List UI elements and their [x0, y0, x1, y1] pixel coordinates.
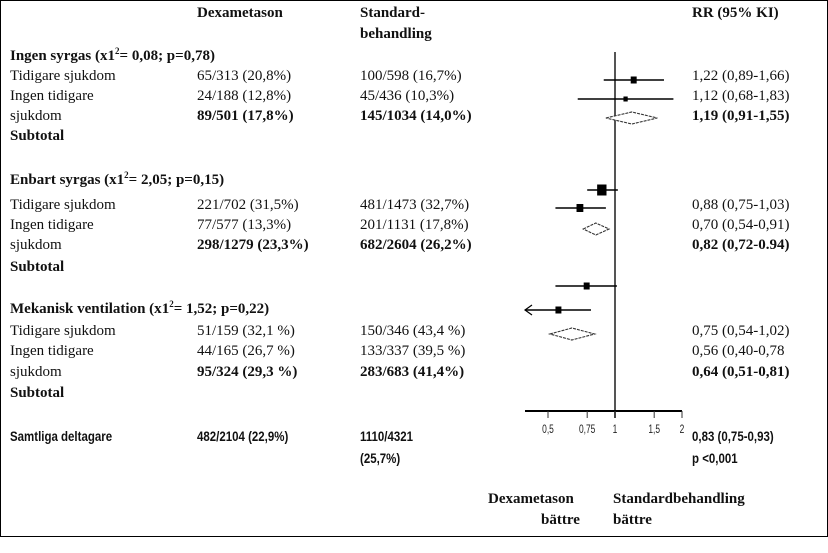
point-estimate-square: [597, 184, 607, 196]
forest-mark-enbart-syrgas-ingen-tidigare: [555, 204, 606, 212]
arrow-left-icon: [523, 304, 533, 316]
row-std: 100/598 (16,7%): [360, 68, 462, 84]
row-dex-subtotal: 298/1279 (23,3%): [197, 237, 309, 253]
row-rr: 0,56 (0,40-0,78: [692, 343, 785, 359]
row-dex: 51/159 (32,1 %): [197, 323, 295, 339]
forest-mark-mekanisk-ventilation-subtotal: [547, 327, 597, 341]
row-rr: 0,70 (0,54-0,91): [692, 217, 790, 233]
row-rr: 1,12 (0,68-1,83): [692, 88, 790, 104]
favours-standard-line2: bättre: [613, 512, 652, 528]
group-title-stats: = 1,52; p=0,22): [173, 301, 270, 317]
row-label: Ingen tidigare: [10, 217, 94, 233]
row-std: 133/337 (39,5 %): [360, 343, 466, 359]
row-label: sjukdom: [10, 237, 62, 253]
x-tick-label: 1,5: [648, 424, 660, 437]
forest-mark-ingen-syrgas-tidigare-sjukdom: [603, 76, 664, 84]
row-dex: 44/165 (26,7 %): [197, 343, 295, 359]
row-label: Tidigare sjukdom: [10, 197, 116, 213]
group-title-sub: 1: [161, 301, 170, 317]
group-title-sup: 2: [169, 299, 174, 309]
row-label: Ingen tidigare: [10, 88, 94, 104]
group-title-mekanisk-ventilation: Mekanisk ventilation (x12= 1,52; p=0,22): [10, 299, 269, 319]
row-std: 150/346 (43,4 %): [360, 323, 466, 339]
forest-mark-mekanisk-ventilation-ingen-tidigare: [523, 304, 591, 316]
header-standard-line2: behandling: [360, 26, 432, 42]
overall-std-line2: (25,7%): [360, 450, 401, 466]
forest-mark-enbart-syrgas-tidigare-sjukdom: [587, 184, 618, 196]
forest-mark-enbart-syrgas-subtotal: [581, 222, 611, 236]
row-rr: 0,75 (0,54-1,02): [692, 323, 790, 339]
group-title-stats: = 2,05; p=0,15): [128, 172, 225, 188]
row-rr-subtotal: 0,82 (0,72-0.94): [692, 237, 790, 253]
point-estimate-square: [623, 96, 628, 102]
overall-p-value: p <0,001: [692, 450, 738, 466]
point-estimate-square: [576, 204, 584, 212]
favours-dexametason-line1: Dexametason: [488, 491, 574, 507]
overall-std-line1: 1110/4321: [360, 428, 414, 444]
x-tick-label: 0,5: [542, 424, 554, 437]
favours-standard-line1: Standardbehandling: [613, 491, 745, 507]
row-label: Ingen tidigare: [10, 343, 94, 359]
group-title-text: Mekanisk ventilation (x: [10, 301, 162, 317]
row-dex: 221/702 (31,5%): [197, 197, 299, 213]
point-estimate-square: [555, 306, 562, 314]
row-std: 481/1473 (32,7%): [360, 197, 470, 213]
row-std-subtotal: 283/683 (41,4%): [360, 364, 465, 380]
pooled-estimate-diamond: [605, 111, 658, 125]
x-tick-label: 0,75: [579, 424, 596, 437]
group-title-enbart-syrgas: Enbart syrgas (x12= 2,05; p=0,15): [10, 170, 224, 190]
overall-dex: 482/2104 (22,9%): [197, 428, 289, 444]
row-rr-subtotal: 0,64 (0,51-0,81): [692, 364, 790, 380]
group-title-sub: 1: [116, 172, 125, 188]
row-dex: 77/577 (13,3%): [197, 217, 292, 233]
group-title-ingen-syrgas: Ingen syrgas (x12= 0,08; p=0,78): [10, 46, 215, 66]
x-tick-label: 2: [680, 424, 685, 437]
row-rr: 1,22 (0,89-1,66): [692, 68, 790, 84]
group-title-text: Enbart syrgas (x: [10, 172, 117, 188]
subtotal-label: Subtotal: [10, 128, 65, 144]
row-std-subtotal: 145/1034 (14,0%): [360, 108, 472, 124]
overall-rr: 0,83 (0,75-0,93): [692, 428, 774, 444]
row-dex-subtotal: 89/501 (17,8%): [197, 108, 294, 124]
subtotal-label: Subtotal: [10, 385, 65, 401]
group-title-sup: 2: [115, 46, 120, 56]
group-title-stats: = 0,08; p=0,78): [119, 48, 215, 64]
overall-label: Samtliga deltagare: [10, 428, 113, 444]
pooled-estimate-diamond: [547, 327, 597, 341]
row-rr-subtotal: 1,19 (0,91-1,55): [692, 108, 790, 124]
header-standard-line1: Standard-: [360, 5, 426, 21]
header-rr: RR (95% KI): [692, 5, 779, 21]
x-tick-label: 1: [613, 424, 618, 437]
point-estimate-square: [583, 282, 590, 290]
row-dex: 65/313 (20,8%): [197, 68, 292, 84]
subtotal-label: Subtotal: [10, 259, 65, 275]
favours-dexametason-line2: bättre: [541, 512, 580, 528]
row-std: 201/1131 (17,8%): [360, 217, 469, 233]
row-label: Tidigare sjukdom: [10, 323, 116, 339]
row-rr: 0,88 (0,75-1,03): [692, 197, 790, 213]
pooled-estimate-diamond: [581, 222, 611, 236]
forest-mark-ingen-syrgas-subtotal: [605, 111, 658, 125]
header-dexametason: Dexametason: [197, 5, 283, 21]
row-label: sjukdom: [10, 108, 62, 124]
row-std: 45/436 (10,3%): [360, 88, 455, 104]
row-label: Tidigare sjukdom: [10, 68, 116, 84]
row-dex-subtotal: 95/324 (29,3 %): [197, 364, 298, 380]
row-dex: 24/188 (12,8%): [197, 88, 292, 104]
group-title-sub: 1: [107, 48, 116, 64]
forest-mark-ingen-syrgas-ingen-tidigare: [577, 96, 674, 102]
row-label: sjukdom: [10, 364, 62, 380]
point-estimate-square: [630, 76, 637, 84]
group-title-sup: 2: [124, 170, 129, 180]
forest-mark-mekanisk-ventilation-tidigare-sjukdom: [555, 282, 617, 290]
row-std-subtotal: 682/2604 (26,2%): [360, 237, 472, 253]
group-title-text: Ingen syrgas (x: [10, 48, 108, 64]
